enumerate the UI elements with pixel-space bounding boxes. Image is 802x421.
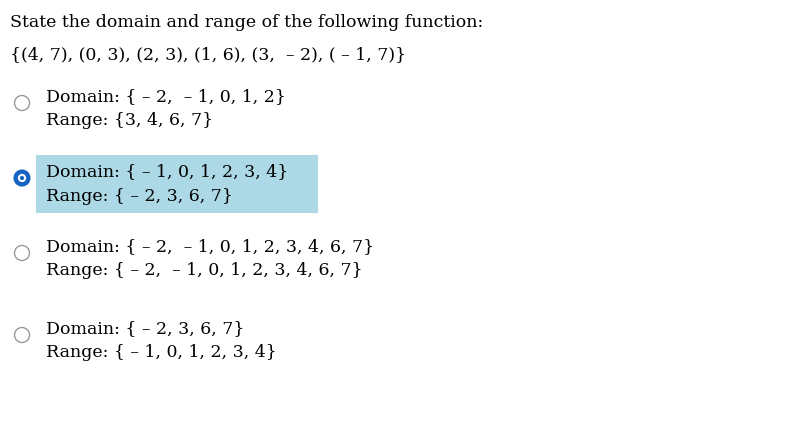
Text: Domain: { – 2,  – 1, 0, 1, 2, 3, 4, 6, 7}: Domain: { – 2, – 1, 0, 1, 2, 3, 4, 6, 7} xyxy=(46,238,374,255)
Circle shape xyxy=(20,176,24,180)
Circle shape xyxy=(18,174,26,182)
Circle shape xyxy=(14,245,30,261)
Text: Range: { – 2,  – 1, 0, 1, 2, 3, 4, 6, 7}: Range: { – 2, – 1, 0, 1, 2, 3, 4, 6, 7} xyxy=(46,262,363,279)
Text: Domain: { – 1, 0, 1, 2, 3, 4}: Domain: { – 1, 0, 1, 2, 3, 4} xyxy=(46,163,288,180)
Text: State the domain and range of the following function:: State the domain and range of the follow… xyxy=(10,14,483,31)
Bar xyxy=(36,155,318,213)
Text: Domain: { – 2,  – 1, 0, 1, 2}: Domain: { – 2, – 1, 0, 1, 2} xyxy=(46,88,286,105)
Text: Range: {3, 4, 6, 7}: Range: {3, 4, 6, 7} xyxy=(46,112,213,129)
Text: Range: { – 1, 0, 1, 2, 3, 4}: Range: { – 1, 0, 1, 2, 3, 4} xyxy=(46,344,277,361)
Text: Range: { – 2, 3, 6, 7}: Range: { – 2, 3, 6, 7} xyxy=(46,188,233,205)
Circle shape xyxy=(14,171,30,186)
Circle shape xyxy=(14,96,30,110)
Text: {(4, 7), (0, 3), (2, 3), (1, 6), (3,  – 2), ( – 1, 7)}: {(4, 7), (0, 3), (2, 3), (1, 6), (3, – 2… xyxy=(10,46,406,63)
Circle shape xyxy=(14,328,30,343)
Text: Domain: { – 2, 3, 6, 7}: Domain: { – 2, 3, 6, 7} xyxy=(46,320,244,337)
